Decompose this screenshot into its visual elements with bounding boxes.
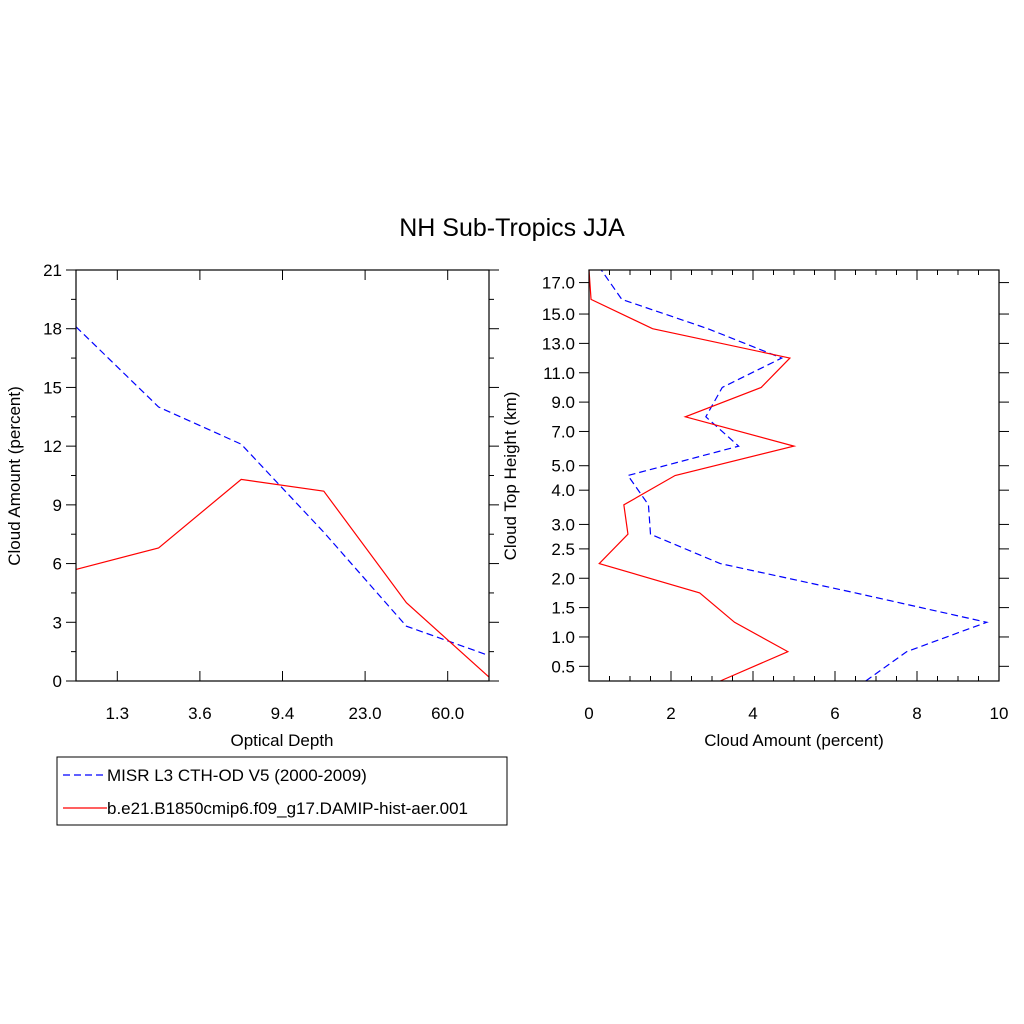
left-x-tick-label: 9.4	[271, 704, 295, 723]
left-ticks-group: 1.3 3.6 9.4 23.0 60.0 0 3 6 9 12 15 18 21	[43, 261, 499, 723]
left-x-axis-label: Optical Depth	[231, 731, 334, 750]
right-x-tick-label: 6	[830, 704, 839, 723]
left-x-tick-label: 60.0	[431, 704, 464, 723]
right-y-tick-label: 11.0	[543, 364, 575, 383]
right-series-line-model	[588, 269, 797, 682]
left-y-tick-label: 21	[43, 261, 62, 280]
left-series-line-obs	[75, 326, 490, 657]
right-y-tick-label: 2.0	[551, 569, 575, 588]
right-y-tick-label: 15.0	[542, 305, 575, 324]
right-y-tick-label: 1.0	[551, 628, 575, 647]
right-y-axis-label: Cloud Top Height (km)	[501, 392, 520, 561]
left-series-group	[75, 326, 490, 678]
legend-label-model: b.e21.B1850cmip6.f09_g17.DAMIP-hist-aer.…	[107, 799, 468, 818]
right-panel: 0 2 4 6 8 10 0.5 1.0 1.5 2.0 2.5 3.0 4.0 5.0 7.0 9.0 11.…	[501, 269, 1009, 750]
left-panel: 1.3 3.6 9.4 23.0 60.0 0 3 6 9 12 15 18 21 Optical De…	[5, 261, 499, 750]
left-y-tick-label: 15	[43, 378, 62, 397]
chart-title: NH Sub-Tropics JJA	[399, 214, 625, 242]
right-x-tick-label: 8	[912, 704, 921, 723]
right-y-tick-label: 2.5	[551, 540, 575, 559]
right-x-tick-label: 4	[748, 704, 757, 723]
left-x-tick-label: 3.6	[188, 704, 212, 723]
right-y-tick-label: 1.5	[551, 599, 575, 618]
right-y-tick-label: 4.0	[551, 481, 575, 500]
legend: MISR L3 CTH-OD V5 (2000-2009) b.e21.B185…	[56, 756, 508, 826]
left-y-tick-label: 3	[53, 613, 62, 632]
right-x-axis-label: Cloud Amount (percent)	[704, 731, 884, 750]
legend-box	[56, 756, 508, 826]
right-y-tick-label: 17.0	[542, 274, 575, 293]
right-ticks-group: 0 2 4 6 8 10 0.5 1.0 1.5 2.0 2.5 3.0 4.0 5.0 7.0 9.0 11.…	[542, 270, 1009, 723]
right-series-line-obs	[600, 269, 989, 682]
right-y-tick-label: 13.0	[542, 334, 575, 353]
left-y-tick-label: 12	[43, 437, 62, 456]
left-y-tick-label: 0	[53, 672, 62, 691]
right-plot-frame	[588, 269, 1000, 682]
right-y-tick-label: 3.0	[551, 515, 575, 534]
left-x-tick-label: 1.3	[105, 704, 129, 723]
left-y-tick-label: 18	[43, 320, 62, 339]
right-x-tick-label: 2	[666, 704, 675, 723]
left-series-line-model	[75, 478, 490, 678]
right-y-tick-label: 9.0	[551, 393, 575, 412]
left-y-axis-label: Cloud Amount (percent)	[5, 386, 24, 566]
right-series-group	[588, 269, 989, 682]
right-y-tick-label: 7.0	[551, 422, 575, 441]
right-y-tick-label: 0.5	[551, 657, 575, 676]
left-x-tick-label: 23.0	[349, 704, 382, 723]
left-y-tick-label: 9	[53, 496, 62, 515]
left-y-tick-label: 6	[53, 555, 62, 574]
right-y-tick-label: 5.0	[551, 457, 575, 476]
right-x-tick-label: 10	[990, 704, 1009, 723]
legend-label-obs: MISR L3 CTH-OD V5 (2000-2009)	[107, 766, 367, 785]
left-plot-frame	[75, 269, 490, 682]
right-x-tick-label: 0	[584, 704, 593, 723]
